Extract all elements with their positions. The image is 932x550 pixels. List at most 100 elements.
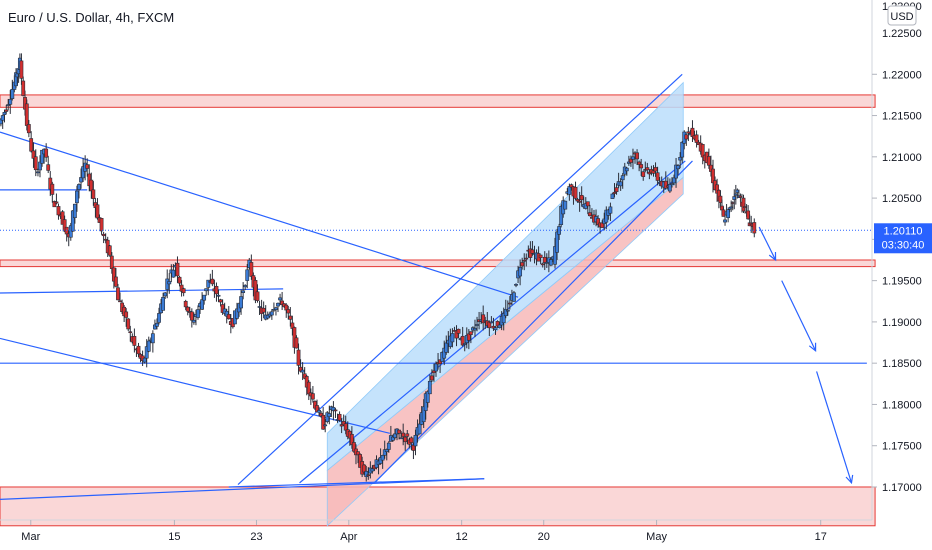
x-tick-label: 12 xyxy=(456,531,468,543)
candle-body xyxy=(493,327,498,331)
arrow-shaft xyxy=(816,371,853,484)
y-tick-label: 1.20500 xyxy=(882,193,922,205)
candle-body xyxy=(555,231,559,253)
candle-body xyxy=(639,164,644,169)
candle-body xyxy=(218,299,223,303)
candle-body xyxy=(323,424,328,427)
candle-body xyxy=(226,314,231,320)
candle-body xyxy=(296,349,301,366)
candle-body xyxy=(653,167,658,172)
candle-body xyxy=(239,296,243,309)
candle-body xyxy=(204,288,209,292)
candle-body xyxy=(507,302,512,305)
candle-body xyxy=(29,138,34,152)
candle-body xyxy=(163,292,168,297)
candle-body xyxy=(542,256,547,263)
candle-body xyxy=(680,141,685,158)
candle-body xyxy=(54,201,59,204)
candle-body xyxy=(676,165,681,170)
candle-body xyxy=(276,302,280,307)
x-tick-label: 15 xyxy=(168,531,180,543)
candle-body xyxy=(684,134,689,140)
candle-body xyxy=(56,206,61,216)
candle-body xyxy=(116,287,120,301)
trend-line xyxy=(0,478,485,500)
candle-body xyxy=(183,300,188,308)
candle-body xyxy=(343,423,348,431)
candle-body xyxy=(200,299,204,310)
candle-body xyxy=(243,285,248,288)
candle-body xyxy=(46,164,51,171)
trend-line xyxy=(237,73,683,485)
candle-body xyxy=(405,433,410,437)
candle-body xyxy=(290,322,295,329)
candle-body xyxy=(210,278,215,285)
x-tick-label: Apr xyxy=(340,531,357,543)
candle-body xyxy=(610,193,615,199)
candle-body xyxy=(635,152,639,160)
candle-body xyxy=(614,187,619,192)
currency-badge[interactable]: USD xyxy=(887,5,917,26)
candle-body xyxy=(752,222,757,234)
candle-body xyxy=(384,449,389,452)
candle-body xyxy=(2,112,7,115)
trendlines xyxy=(0,73,867,500)
candle-body xyxy=(36,171,40,174)
candle-body xyxy=(274,307,278,310)
arrow-head xyxy=(808,342,817,353)
candle-body xyxy=(171,269,176,278)
candle-body xyxy=(214,285,219,295)
candle-body xyxy=(370,468,375,472)
candle-body xyxy=(417,423,422,435)
y-tick-label: 1.22000 xyxy=(882,69,922,81)
trend-line xyxy=(0,288,284,294)
candle-body xyxy=(700,144,705,158)
candle-body xyxy=(577,200,582,203)
candle-body xyxy=(85,164,90,169)
candle-body xyxy=(366,474,371,477)
candle-body xyxy=(327,413,332,418)
candle-body xyxy=(711,168,715,184)
candle-body xyxy=(101,233,106,237)
candle-body xyxy=(50,183,55,195)
candle-body xyxy=(161,296,166,311)
candle-body xyxy=(460,335,465,346)
candle-body xyxy=(386,442,391,450)
candle-body xyxy=(21,80,26,96)
candle-body xyxy=(337,413,342,421)
candle-body xyxy=(538,254,543,258)
candle-body xyxy=(575,199,580,202)
candle-body xyxy=(518,266,523,277)
arrow-shaft xyxy=(781,280,817,352)
x-tick-label: 23 xyxy=(250,531,262,543)
candle-body xyxy=(26,124,31,134)
y-tick-label: 1.22500 xyxy=(882,28,922,40)
candle-body xyxy=(670,183,674,185)
y-tick-label: 1.18500 xyxy=(882,358,922,370)
candle-body xyxy=(280,300,285,306)
projection-arrows xyxy=(758,226,854,485)
y-tick-label: 1.17500 xyxy=(882,441,922,453)
candle-body xyxy=(631,156,635,160)
candle-body xyxy=(362,464,367,473)
candle-body xyxy=(261,307,266,313)
candle-body xyxy=(425,391,430,403)
chart-title: Euro / U.S. Dollar, 4h, FXCM xyxy=(8,10,174,25)
candle-body xyxy=(585,201,590,207)
candle-body xyxy=(278,297,282,301)
x-tick-label: May xyxy=(646,531,667,543)
candle-body xyxy=(450,333,455,343)
candle-body xyxy=(99,218,104,232)
y-tick-label: 1.17000 xyxy=(882,482,922,494)
candle-body xyxy=(596,218,600,226)
candle-body xyxy=(44,148,49,158)
candle-body xyxy=(241,290,246,293)
candle-body xyxy=(505,309,510,312)
candle-body xyxy=(146,340,151,352)
candle-body xyxy=(567,186,572,195)
candle-body xyxy=(124,311,129,318)
candle-body xyxy=(723,219,727,223)
candle-body xyxy=(726,209,731,219)
candle-body xyxy=(397,429,401,434)
